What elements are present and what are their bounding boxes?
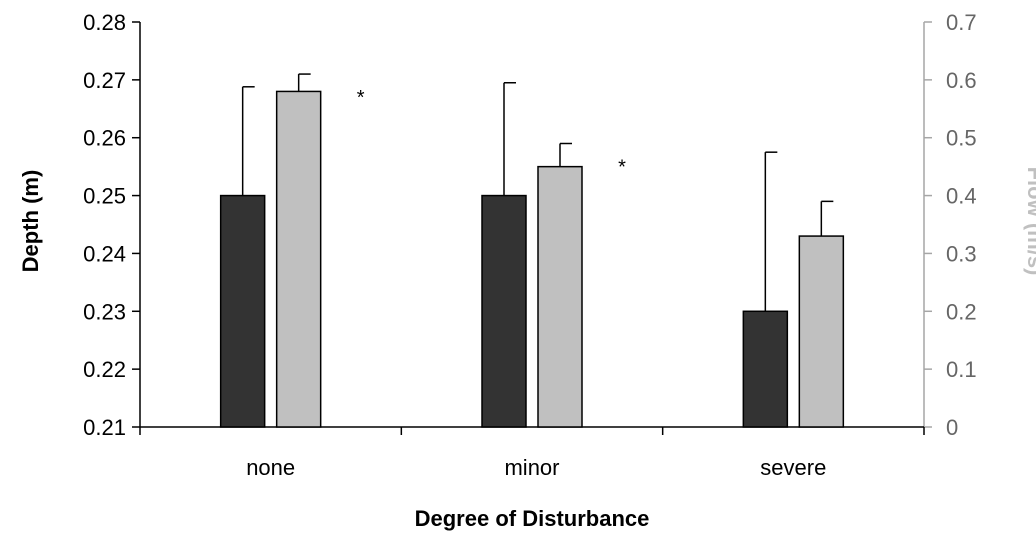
y2-tick-label: 0.4 — [946, 184, 977, 209]
x-tick-label: none — [246, 455, 295, 480]
y-tick-label: 0.27 — [83, 68, 126, 93]
y2-tick-label: 0.3 — [946, 241, 977, 266]
y-tick-label: 0.28 — [83, 10, 126, 35]
bar-depth — [481, 194, 527, 428]
y-tick-label: 0.25 — [83, 184, 126, 209]
y-tick-label: 0.22 — [83, 357, 126, 382]
y2-tick-label: 0 — [946, 415, 958, 440]
y2-tick-label: 0.7 — [946, 10, 977, 35]
y-tick-label: 0.21 — [83, 415, 126, 440]
y-axis-title: Depth (m) — [18, 170, 43, 273]
significance-marker: * — [357, 87, 365, 109]
y2-axis-title: Flow (m/s) — [1023, 167, 1036, 276]
x-axis-title: Degree of Disturbance — [415, 506, 650, 531]
bar-flow — [537, 165, 583, 428]
bar-flow — [798, 235, 845, 428]
y-tick-label: 0.26 — [83, 126, 126, 151]
bar-flow — [275, 90, 322, 428]
y2-tick-label: 0.1 — [946, 357, 977, 382]
bar-depth — [742, 310, 789, 428]
plot-area: 0.21 0.22 0.23 0.24 0.25 0.26 0.27 0.28 0 0.1 0.2 0… — [83, 10, 976, 480]
bar-depth — [219, 194, 266, 428]
x-tick-label: minor — [504, 455, 559, 480]
y2-tick-label: 0.2 — [946, 299, 977, 324]
y2-tick-label: 0.6 — [946, 68, 977, 93]
y-tick-label: 0.24 — [83, 241, 126, 266]
y-tick-label: 0.23 — [83, 299, 126, 324]
x-tick-label: severe — [760, 455, 826, 480]
significance-marker: * — [618, 157, 626, 179]
y2-tick-label: 0.5 — [946, 126, 977, 151]
